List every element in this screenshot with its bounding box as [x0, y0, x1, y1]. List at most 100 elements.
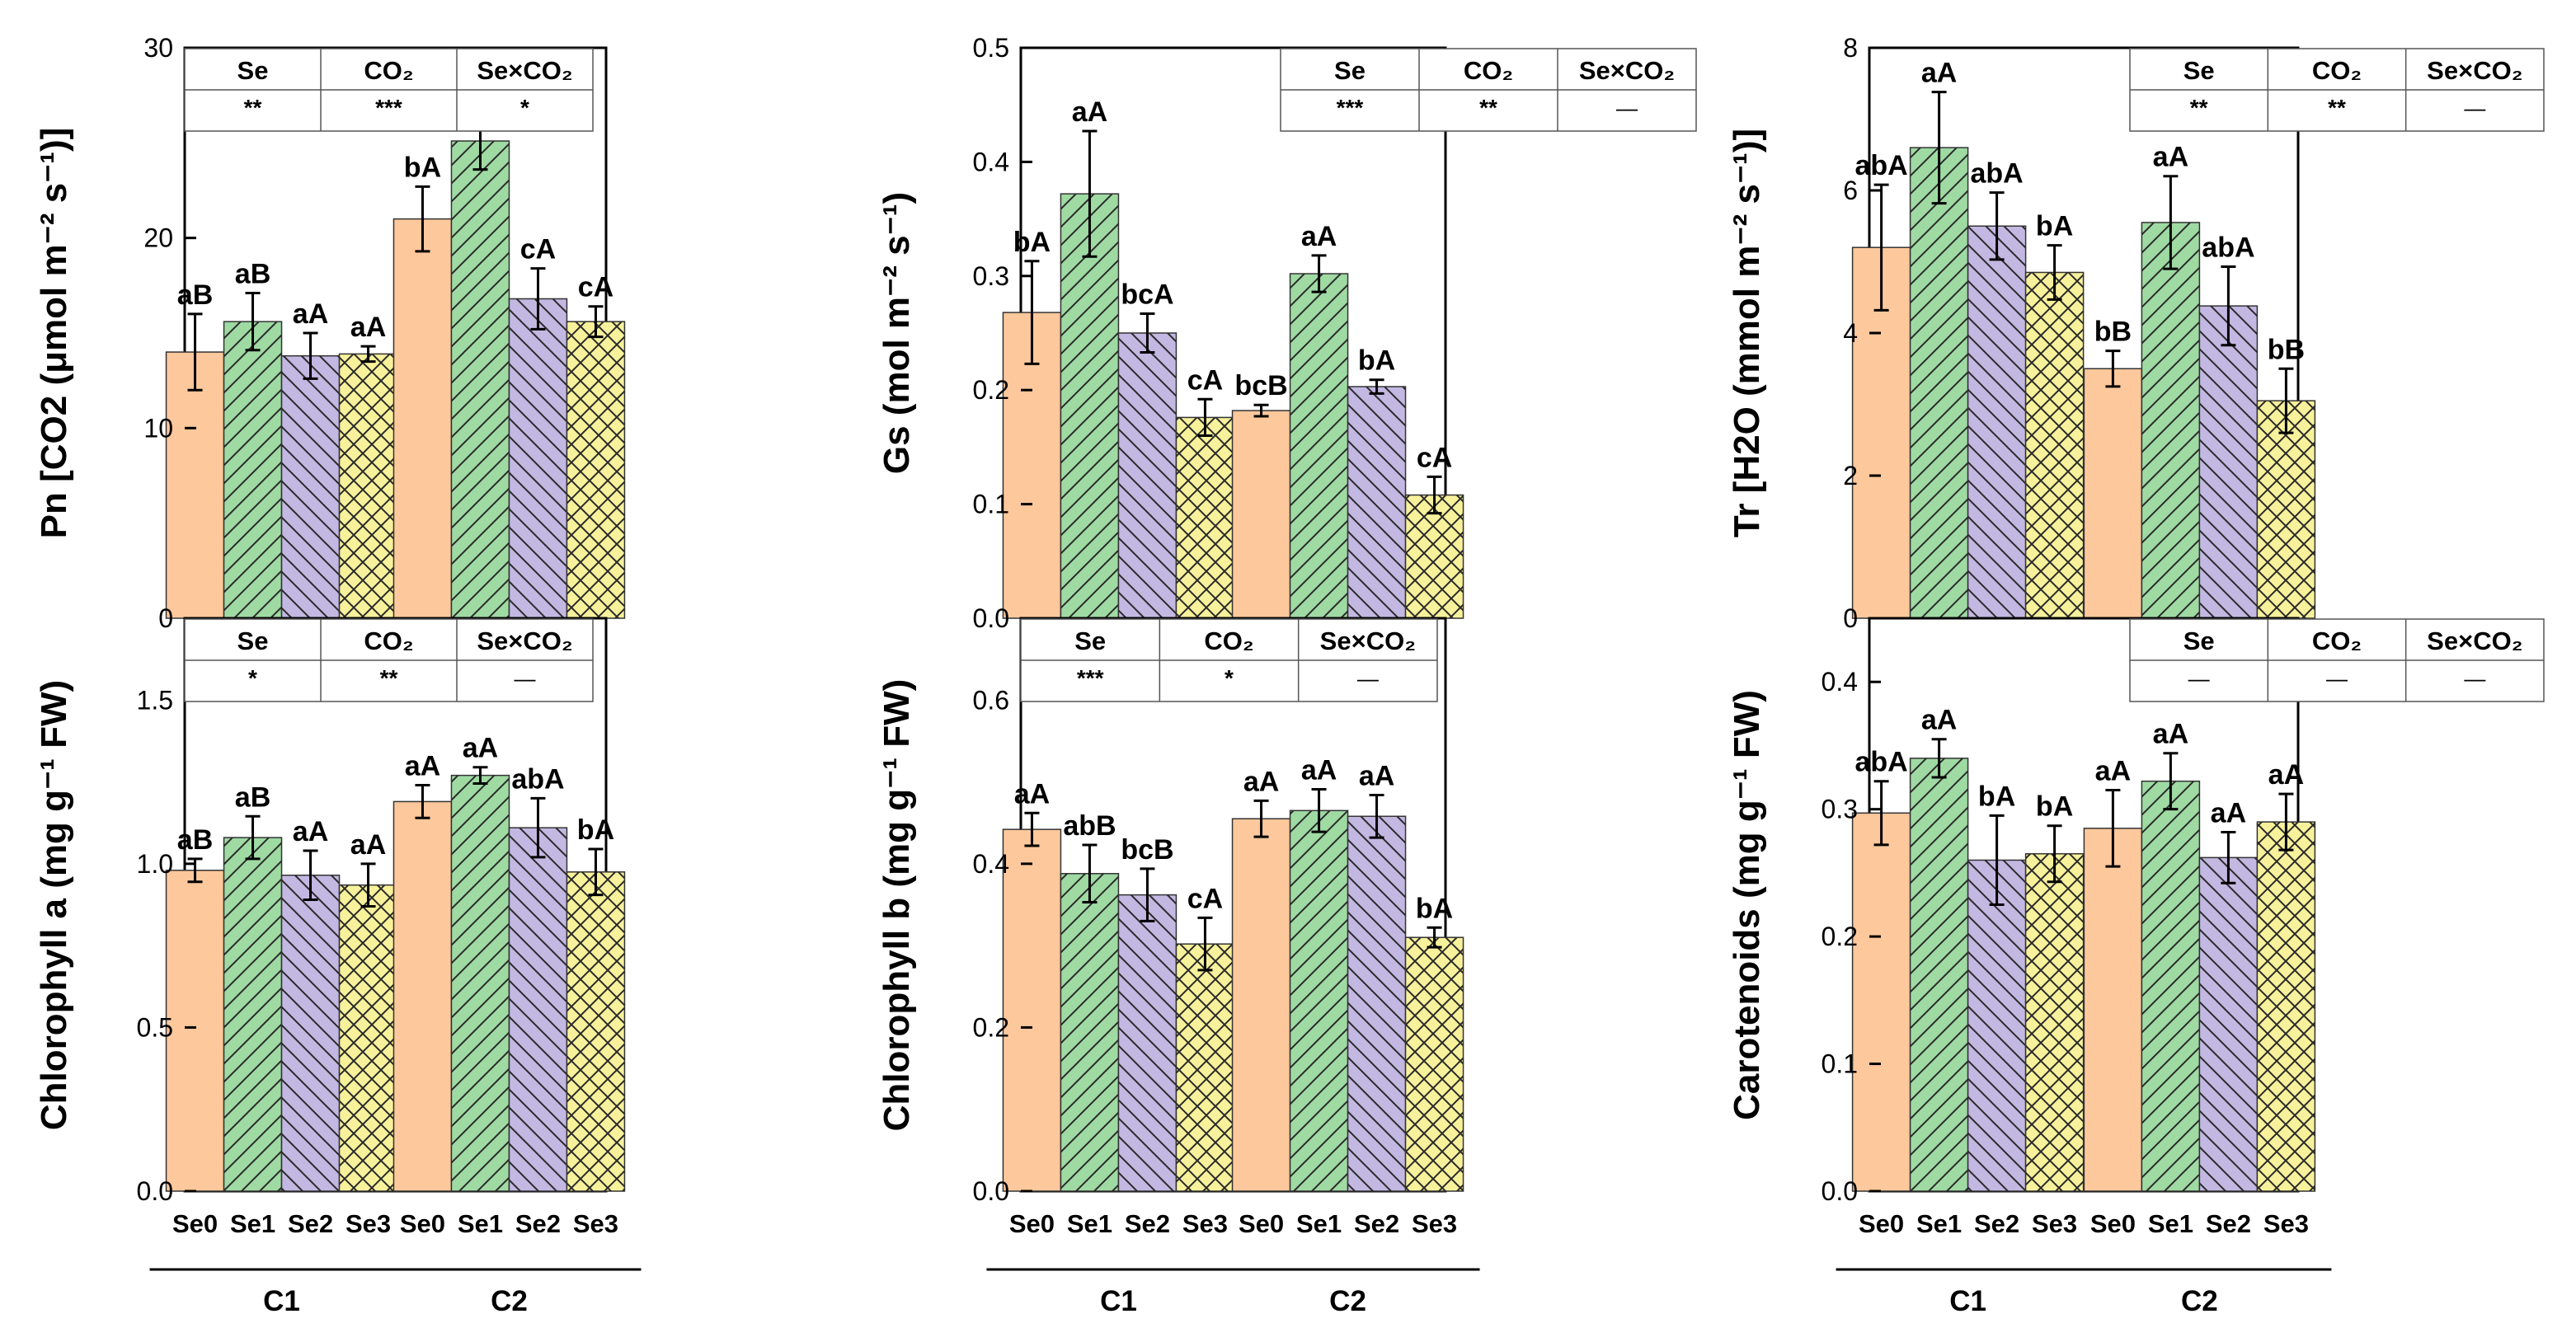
x-tick-label: Se1 [458, 1209, 503, 1238]
y-axis-label: Pn [CO2 (μmol m⁻² s⁻¹)] [34, 128, 74, 539]
x-tick-label: Se0 [1859, 1209, 1904, 1238]
significance-label: abA [2202, 232, 2254, 264]
chart-tr: abA aA abA bA bB aA abA bB 0 2 4 6 8 Se CO₂ Se×CO₂ ** ** — [1843, 33, 2545, 633]
y-tick-label: 0.1 [1822, 1049, 1858, 1079]
x-tick-label: Se1 [1916, 1209, 1962, 1238]
x-tick-label: Se2 [1354, 1209, 1399, 1238]
bar-c1-se0 [1002, 828, 1062, 1192]
significance-label: aA [2268, 759, 2304, 791]
anova-value: * [1225, 665, 1234, 691]
anova-value: — [1616, 96, 1638, 120]
anova-header: Se [237, 56, 269, 85]
anova-value: *** [375, 95, 402, 120]
significance-label: aB [235, 781, 270, 813]
y-tick-label: 0 [158, 603, 173, 633]
bar-hatch [1910, 148, 1968, 619]
significance-label: bA [2036, 791, 2073, 823]
group-label: C2 [1329, 1285, 1366, 1317]
significance-label: bcA [1121, 279, 1173, 310]
x-tick-label: Se3 [2263, 1209, 2309, 1238]
y-tick-label: 0.6 [973, 685, 1009, 715]
significance-label: aA [293, 298, 328, 330]
y-tick-label: 0.0 [1822, 1176, 1858, 1206]
anova-value: *** [1077, 665, 1104, 691]
anova-header: CO₂ [364, 56, 413, 85]
x-tick-label: Se2 [1974, 1209, 2019, 1238]
anova-value: — [2326, 666, 2348, 691]
significance-label: aA [1301, 221, 1337, 252]
bar-hatch [1290, 810, 1348, 1191]
significance-label: cA [1417, 442, 1452, 473]
y-tick-label: 0.1 [973, 490, 1009, 519]
significance-label: aA [405, 751, 440, 782]
y-tick-label: 0.3 [973, 261, 1009, 291]
significance-label: abA [1854, 747, 1907, 778]
x-tick-label: Se3 [1412, 1209, 1457, 1238]
anova-header: Se×CO₂ [477, 626, 572, 655]
x-tick-label: Se3 [1182, 1209, 1228, 1238]
x-tick-label: Se1 [1067, 1209, 1112, 1238]
bar-c1-se0 [165, 870, 225, 1192]
anova-header: CO₂ [364, 626, 413, 655]
significance-label: bA [1358, 345, 1395, 377]
anova-value: *** [1337, 95, 1364, 120]
bar-hatch [1405, 937, 1464, 1191]
significance-label: bA [1013, 227, 1051, 258]
bar-hatch [451, 141, 510, 618]
y-axis-label: Chlorophyll a (mg g⁻¹ FW) [34, 680, 74, 1130]
significance-label: abB [1063, 810, 1116, 842]
anova-header: CO₂ [2312, 626, 2362, 655]
anova-header: CO₂ [1464, 56, 1513, 85]
group-label: C2 [2181, 1285, 2218, 1317]
y-tick-label: 0.4 [973, 849, 1009, 879]
significance-label: aA [2153, 719, 2188, 750]
anova-value: * [520, 95, 529, 120]
bar-hatch [281, 355, 340, 618]
significance-label: cA [520, 234, 556, 265]
significance-label: aA [2211, 797, 2246, 828]
anova-value: ** [2328, 95, 2346, 120]
anova-table: Se CO₂ Se×CO₂ — — — [2129, 618, 2545, 702]
significance-label: bcB [1121, 834, 1173, 866]
significance-label: aB [177, 279, 213, 311]
anova-header: Se [2183, 626, 2215, 655]
y-axis-label: Chlorophyll b (mg g⁻¹ FW) [877, 679, 917, 1132]
anova-header: Se×CO₂ [1320, 626, 1416, 655]
y-axis-label: Tr [H2O (mmol m⁻² s⁻¹)] [1727, 129, 1767, 537]
y-tick-label: 6 [1843, 176, 1858, 205]
significance-label: aB [235, 259, 270, 290]
significance-label: abA [1854, 150, 1907, 181]
anova-value: ** [380, 665, 398, 691]
anova-header: Se [2183, 56, 2215, 85]
bar-c1-se0 [1851, 812, 1911, 1192]
bar-hatch [223, 838, 282, 1191]
bar-hatch [1405, 495, 1464, 618]
bar-hatch [509, 828, 567, 1191]
anova-value: — [1357, 666, 1379, 691]
group-label: C1 [1100, 1285, 1137, 1317]
group-label: C1 [1949, 1285, 1986, 1317]
y-tick-label: 20 [143, 223, 173, 253]
significance-label: cA [1187, 364, 1223, 396]
anova-table: Se CO₂ Se×CO₂*** ** — [1280, 48, 1697, 132]
significance-label: aA [1359, 760, 1394, 791]
bar-hatch [223, 321, 282, 618]
bar-hatch [1290, 274, 1348, 618]
significance-label: cA [1187, 883, 1223, 914]
bar-hatch [1176, 417, 1234, 618]
bar-hatch [2141, 222, 2200, 618]
anova-header: Se [1334, 56, 1366, 85]
bar-hatch [2199, 306, 2258, 618]
anova-value: — [2464, 666, 2485, 691]
y-tick-label: 0.5 [137, 1012, 173, 1042]
group-label: C1 [263, 1285, 300, 1317]
bar-hatch [2025, 272, 2084, 618]
bar-hatch [2141, 781, 2200, 1191]
significance-label: aA [1921, 705, 1957, 736]
anova-value: — [515, 666, 536, 691]
anova-header: Se×CO₂ [477, 56, 572, 85]
y-tick-label: 0.2 [973, 1012, 1009, 1042]
chart-car: abA aA bA bA aA aA aA aA 0.0 0.1 0.2 0.3 0.4 Se0 Se1 Se… [1822, 617, 2545, 1317]
chart-pn: aBaBaAaAbAaAcAcA0102030SeCO₂Se×CO₂****** [143, 33, 626, 633]
